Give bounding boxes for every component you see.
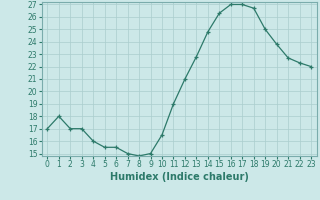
X-axis label: Humidex (Indice chaleur): Humidex (Indice chaleur) — [110, 172, 249, 182]
